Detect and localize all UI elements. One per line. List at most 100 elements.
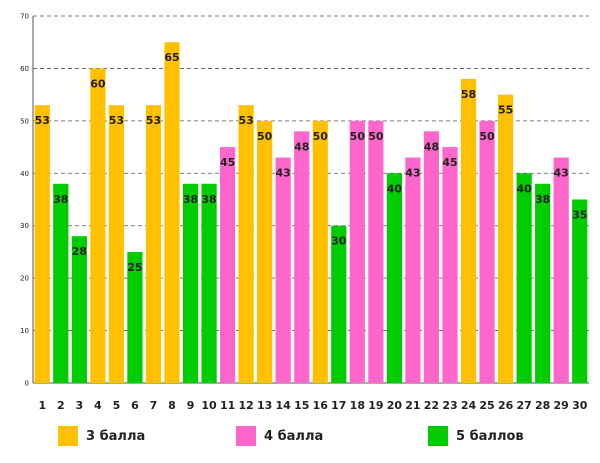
x-tick-label: 21 xyxy=(405,399,420,412)
x-tick-label: 15 xyxy=(294,399,309,412)
x-tick-label: 17 xyxy=(331,399,346,412)
legend-item-5: 5 баллов xyxy=(428,426,524,446)
legend-label-5: 5 баллов xyxy=(456,428,524,444)
bar xyxy=(349,120,365,383)
bar xyxy=(164,42,180,383)
data-label: 53 xyxy=(35,114,50,127)
bar xyxy=(535,183,551,383)
data-label: 25 xyxy=(127,261,142,274)
x-tick-label: 24 xyxy=(461,399,477,412)
bar xyxy=(201,183,217,383)
data-label: 48 xyxy=(424,140,439,153)
x-tick-label: 8 xyxy=(168,399,176,412)
data-label: 58 xyxy=(461,88,476,101)
y-tick-label: 0 xyxy=(25,380,29,388)
bar xyxy=(294,131,310,383)
x-tick-label: 7 xyxy=(150,399,158,412)
x-tick-label: 26 xyxy=(498,399,514,412)
bar xyxy=(572,199,588,383)
bar xyxy=(442,147,458,383)
x-tick-label: 4 xyxy=(94,399,102,412)
data-label: 38 xyxy=(201,193,216,206)
x-tick-label: 28 xyxy=(535,399,550,412)
legend-item-4: 4 балла xyxy=(236,426,323,446)
x-tick-label: 12 xyxy=(238,399,253,412)
bar xyxy=(34,105,50,383)
data-label: 53 xyxy=(109,114,124,127)
x-tick-label: 3 xyxy=(76,399,84,412)
data-label: 50 xyxy=(313,130,329,143)
bar xyxy=(275,157,291,383)
bar xyxy=(405,157,421,383)
bar xyxy=(238,105,254,383)
legend-item-3: 3 балла xyxy=(58,426,145,446)
x-tick-label: 9 xyxy=(187,399,195,412)
data-label: 50 xyxy=(257,130,273,143)
bar xyxy=(498,94,514,384)
data-label: 38 xyxy=(183,193,198,206)
bar xyxy=(182,183,199,383)
bar xyxy=(127,251,143,383)
data-label: 28 xyxy=(72,245,87,258)
bar xyxy=(368,120,384,383)
legend-label-3: 3 балла xyxy=(86,428,146,444)
legend-swatch-3 xyxy=(58,426,78,446)
bar xyxy=(312,120,328,383)
bar xyxy=(145,105,162,383)
data-label: 53 xyxy=(146,114,161,127)
y-tick-label: 50 xyxy=(20,117,29,125)
bar xyxy=(331,225,347,383)
x-tick-label: 2 xyxy=(57,399,65,412)
data-label: 53 xyxy=(238,114,253,127)
data-label: 50 xyxy=(368,130,384,143)
y-tick-label: 20 xyxy=(20,275,29,283)
x-tick-label: 6 xyxy=(131,399,139,412)
x-tick-label: 5 xyxy=(113,399,121,412)
x-tick-label: 14 xyxy=(276,399,292,412)
data-label: 50 xyxy=(479,130,495,143)
legend-swatch-5 xyxy=(428,426,448,446)
x-tick-label: 19 xyxy=(368,399,383,412)
data-label: 43 xyxy=(554,167,569,180)
bar xyxy=(108,105,124,383)
data-label: 43 xyxy=(405,167,420,180)
data-label: 45 xyxy=(220,156,235,169)
data-label: 50 xyxy=(350,130,366,143)
bar xyxy=(479,120,495,383)
bar xyxy=(386,173,402,383)
y-tick-label: 70 xyxy=(20,13,29,21)
data-label: 38 xyxy=(53,193,68,206)
x-tick-label: 29 xyxy=(554,399,569,412)
x-tick-label: 1 xyxy=(38,399,46,412)
bar xyxy=(53,183,69,383)
legend-label-4: 4 балла xyxy=(264,428,324,444)
bar xyxy=(71,236,87,383)
bar xyxy=(257,120,273,383)
data-label: 60 xyxy=(90,77,106,90)
data-label: 55 xyxy=(498,104,513,117)
x-tick-label: 10 xyxy=(201,399,217,412)
data-label: 38 xyxy=(535,193,550,206)
x-tick-label: 25 xyxy=(479,399,494,412)
bar xyxy=(553,157,569,383)
x-tick-label: 30 xyxy=(572,399,588,412)
x-tick-label: 16 xyxy=(313,399,329,412)
data-label: 40 xyxy=(516,182,532,195)
y-tick-label: 30 xyxy=(20,222,29,230)
x-tick-label: 11 xyxy=(220,399,235,412)
bar xyxy=(220,147,236,383)
data-label: 35 xyxy=(572,209,587,222)
x-tick-label: 13 xyxy=(257,399,272,412)
data-label: 65 xyxy=(164,51,179,64)
data-label: 48 xyxy=(294,140,309,153)
bar xyxy=(460,78,477,384)
bar xyxy=(516,173,532,383)
data-label: 40 xyxy=(387,182,403,195)
data-label: 43 xyxy=(276,167,291,180)
data-label: 30 xyxy=(331,235,347,248)
bar xyxy=(423,131,440,383)
x-tick-label: 22 xyxy=(424,399,439,412)
x-tick-label: 27 xyxy=(516,399,531,412)
data-label: 45 xyxy=(442,156,457,169)
